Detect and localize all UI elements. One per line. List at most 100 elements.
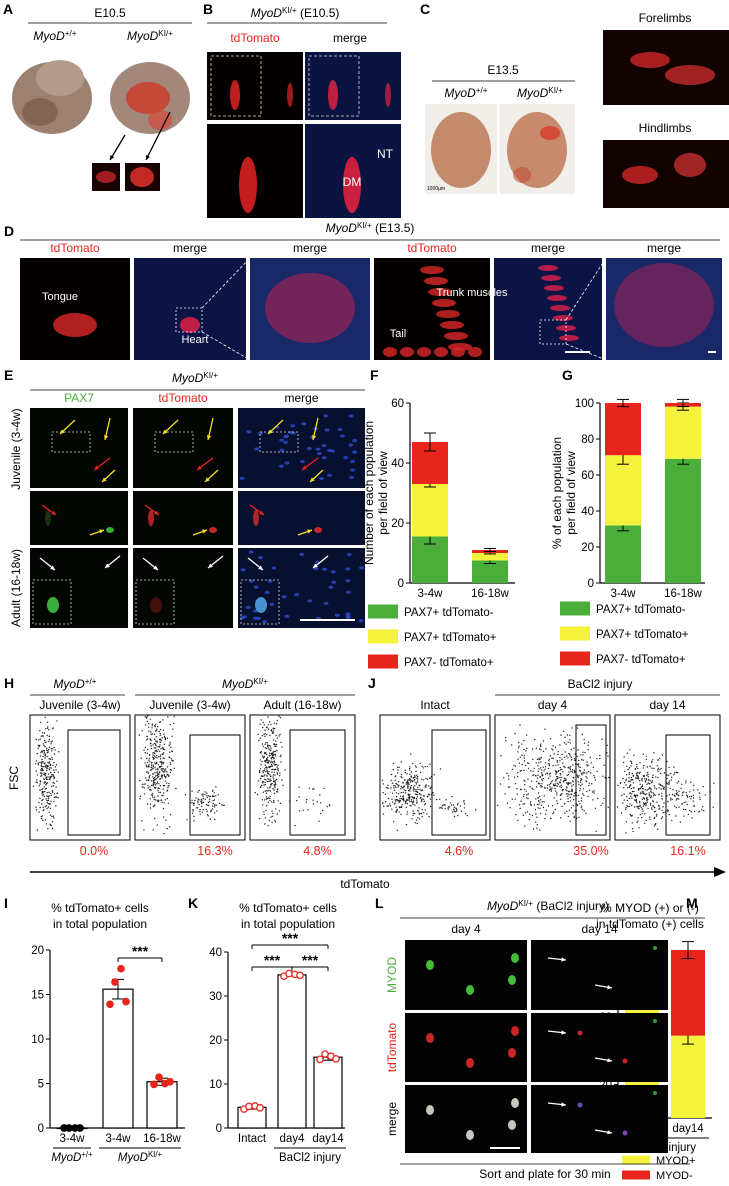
flow-dot [635, 772, 638, 775]
flow-dot [402, 791, 404, 794]
flow-dot [653, 817, 655, 820]
flow-dot [273, 784, 275, 786]
flow-dot [519, 756, 521, 758]
flow-dot [651, 780, 654, 782]
flow-dot [48, 748, 50, 751]
flow-dot [279, 775, 281, 777]
flow-dot [538, 800, 540, 802]
flow-dot [428, 816, 430, 818]
flow-dot [662, 812, 665, 814]
flow-dot [580, 800, 583, 802]
flow-dot [160, 765, 163, 767]
flow-dot [631, 772, 633, 775]
bar [146, 1081, 178, 1129]
flow-dot [279, 733, 281, 736]
signal [330, 449, 336, 453]
flow-dot [549, 738, 552, 740]
flow-dot [634, 795, 636, 797]
flow-dot [259, 737, 261, 739]
flow-dot [413, 777, 415, 779]
flow-dot [531, 748, 534, 750]
flow-dot [284, 769, 286, 771]
flow-dot [158, 756, 160, 758]
flow-dot [517, 819, 519, 822]
flow-dot [451, 811, 454, 813]
gene-label: MyoDKI/+ (BaCl2 injury) [487, 899, 609, 914]
flow-dot [39, 806, 41, 809]
flow-dot [455, 807, 457, 810]
flow-dot [628, 797, 631, 800]
flow-dot [586, 777, 588, 779]
flow-dot [269, 745, 271, 747]
flow-dot [385, 801, 387, 803]
flow-dot [560, 774, 562, 776]
image [606, 258, 722, 360]
flow-dot [557, 776, 559, 778]
flow-dot [52, 785, 55, 787]
signal [239, 157, 257, 213]
flow-dot [398, 793, 400, 795]
flow-dot [412, 762, 414, 765]
flow-dot [539, 748, 541, 750]
flow-dot [382, 802, 384, 804]
flow-dot [191, 799, 193, 801]
flow-dot [540, 743, 542, 745]
flow-dot [693, 805, 695, 807]
flow-dot [46, 795, 48, 797]
flow-dot [408, 779, 410, 781]
flow-dot [534, 808, 537, 811]
flow-dot [429, 805, 432, 808]
flow-dot [267, 756, 269, 759]
flow-dot [416, 799, 418, 801]
flow-dot [40, 775, 42, 777]
flow-dot [560, 779, 562, 781]
image [405, 1013, 527, 1082]
flow-dot [622, 778, 624, 780]
gate-percent: 35.0% [573, 844, 608, 858]
flow-dot [604, 776, 606, 779]
flow-dot [263, 724, 265, 726]
flow-dot [35, 809, 38, 811]
flow-dot [266, 734, 268, 736]
signal [351, 450, 357, 454]
flow-dot [400, 797, 403, 800]
signal [550, 305, 570, 311]
flow-dot [158, 791, 160, 793]
flow-dot [514, 783, 517, 785]
flow-dot [302, 809, 304, 811]
flow-dot [654, 794, 656, 796]
flow-dot [319, 794, 321, 796]
flow-dot [52, 728, 54, 730]
flow-dot [273, 743, 275, 745]
flow-dot [154, 762, 156, 764]
flow-dot [41, 803, 43, 805]
flow-dot [161, 769, 163, 772]
flow-dot [571, 759, 573, 761]
flow-dot [169, 826, 171, 828]
flow-dot [166, 771, 168, 773]
flow-dot [417, 788, 419, 791]
flow-dot [396, 772, 399, 774]
flow-dot [583, 742, 586, 744]
flow-dot [416, 796, 418, 798]
gene-base: MyoD [33, 29, 65, 43]
flow-dot [45, 787, 47, 790]
flow-dot [650, 796, 652, 798]
flow-dot [169, 751, 171, 753]
flow-dot [649, 804, 652, 806]
flow-dot [573, 815, 575, 817]
flow-dot [151, 794, 154, 797]
flow-dot [44, 790, 46, 793]
gene-base: MyoD [444, 86, 476, 100]
flow-dot [697, 789, 699, 791]
flow-dot [149, 718, 151, 720]
flow-dot [193, 815, 195, 818]
data-point [117, 964, 125, 973]
flow-dot [552, 765, 554, 767]
flow-dot [157, 772, 159, 775]
plot-frame [249, 714, 356, 841]
flow-dot [146, 779, 148, 781]
flow-dot [146, 748, 149, 751]
flow-dot [266, 769, 268, 771]
flow-dot [154, 772, 156, 774]
